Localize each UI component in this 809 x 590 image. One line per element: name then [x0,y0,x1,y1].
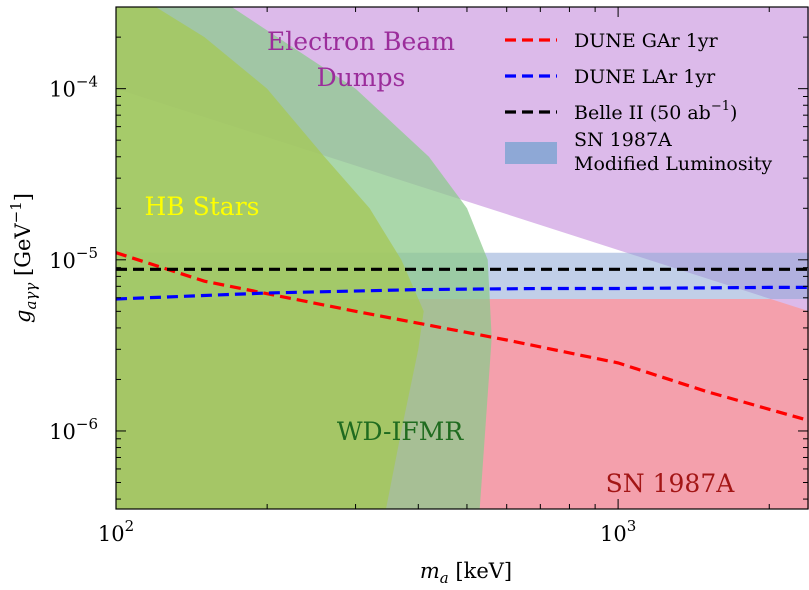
y-tick-label: 10−4 [49,73,98,102]
legend-label: DUNE LAr 1yr [574,66,716,88]
projection-curves [116,251,809,423]
region-label-electron-beam-dumps: Dumps [317,63,406,92]
region-hb-stars [116,7,424,509]
x-tick-label: 102 [98,517,134,546]
y-tick-label: 10−5 [49,244,98,273]
plot-frame [115,6,809,510]
region-label-wd-ifmr: WD-IFMR [337,417,464,446]
x-tick-label: 103 [600,517,636,546]
curve-dune-gar-1yr [116,251,809,423]
legend-label: DUNE GAr 1yr [574,30,719,52]
curve-dune-lar-1yr [116,285,809,301]
legend-label: Modified Luminosity [574,153,772,175]
legend-label: SN 1987A [574,129,672,151]
region-label-hb-stars: HB Stars [145,192,260,221]
y-tick-label: 10−6 [49,415,98,444]
y-axis-label: gaγγ [GeV−1] [7,193,40,323]
x-axis-label: ma [keV] [420,559,512,587]
region-labels: SN 1987A Electron Beam Dumps WD-IFMR HB Star… [145,27,736,498]
exclusion-regions [116,7,809,509]
legend: DUNE GAr 1yr DUNE LAr 1yr Belle II (50 ab−… [505,30,772,175]
legend-patch [505,142,557,164]
axes: 102 103 10−6 10−5 10−4 ma [keV] gaγγ [GeV−1] [7,6,809,587]
region-label-sn-1987a: SN 1987A [606,469,736,498]
region-label-electron-beam-dumps: Electron Beam [267,27,455,56]
legend-label: Belle II (50 ab−1) [574,99,737,124]
